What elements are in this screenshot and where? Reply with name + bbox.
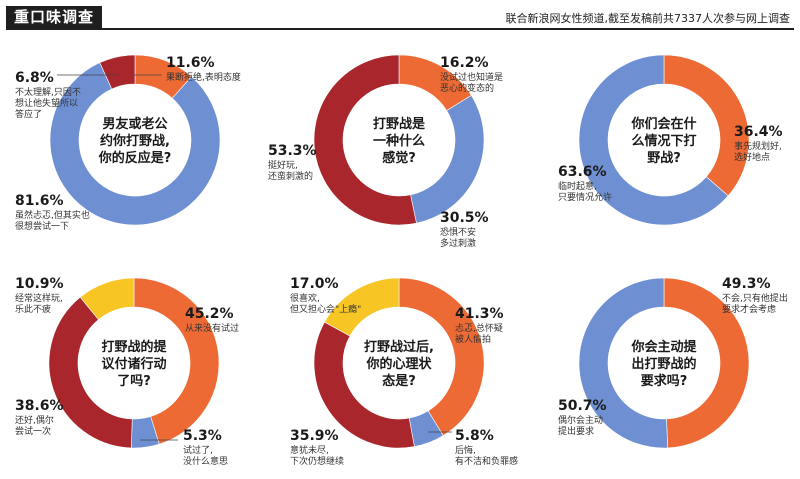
donut-center — [608, 84, 720, 196]
slice-description: 试过了, — [183, 444, 213, 456]
donut-question: 你会主动提 — [630, 339, 697, 355]
slice-description: 恐惧不安 — [440, 226, 476, 238]
data-label: 30.5% — [440, 210, 489, 226]
slice-description: 但又担心会"上瘾" — [290, 303, 361, 315]
slice-description: 只要情况允许 — [558, 191, 612, 203]
slice-description: 忐忑,总怀疑 — [455, 322, 503, 334]
donut-question: 你的心理状 — [365, 356, 432, 372]
donut-question: 男友或老公 — [102, 116, 167, 132]
data-label: 50.7% — [558, 398, 607, 414]
slice-description: 不太理解,只因不 — [15, 86, 81, 98]
data-label: 36.4% — [734, 124, 783, 140]
slice-description: 还好,偶尔 — [15, 414, 54, 426]
slice-description: 临时起意, — [558, 180, 597, 192]
slice-description: 恶心的变态的 — [440, 82, 494, 94]
donut-center — [608, 307, 720, 419]
donut-question: 打野战是 — [373, 116, 426, 132]
donut-question: 打野战过后, — [364, 339, 434, 355]
data-label: 53.3% — [268, 143, 317, 159]
data-label: 5.8% — [455, 428, 494, 444]
slice-description: 很喜欢, — [290, 292, 320, 304]
donut-question: 你们会在什 — [630, 116, 696, 132]
slice-description: 后悔, — [455, 444, 476, 456]
slice-description: 没什么意思 — [183, 455, 228, 467]
donut-center — [343, 307, 455, 419]
donut-center — [79, 84, 191, 196]
page-title: 重口味调查 — [6, 6, 103, 28]
donut-center — [343, 84, 455, 196]
header: 重口味调查 联合新浪网女性频道,截至发稿前共7337人次参与网上调查 — [0, 0, 800, 30]
data-label: 49.3% — [722, 276, 771, 292]
data-label: 17.0% — [290, 276, 339, 292]
donut-question: 一种什么 — [373, 133, 425, 149]
slice-description: 要求才会考虑 — [722, 303, 776, 315]
donut-question: 么情况下打 — [631, 133, 696, 149]
donut-center — [78, 307, 190, 419]
slice-description: 还蛮刺激的 — [268, 170, 313, 182]
survey-source-note: 联合新浪网女性频道,截至发稿前共7337人次参与网上调查 — [505, 12, 791, 25]
data-label: 16.2% — [440, 55, 489, 71]
donut-question: 态是? — [382, 373, 416, 389]
donut-question: 出打野战的 — [631, 356, 696, 372]
donut-question: 你的反应是? — [98, 150, 172, 166]
slice-description: 有不洁和负罪感 — [455, 455, 518, 467]
slice-description: 下次仍想继续 — [290, 455, 344, 467]
data-label: 11.6% — [166, 55, 215, 71]
slice-description: 经常这样玩, — [15, 292, 63, 304]
data-label: 45.2% — [185, 306, 234, 322]
slice-description: 提出要求 — [558, 425, 594, 437]
slice-description: 尝试一次 — [15, 425, 51, 437]
donut-question: 约你打野战, — [100, 133, 170, 149]
donut-question: 感觉? — [382, 150, 416, 166]
slice-description: 果断拒绝,表明态度 — [166, 71, 241, 83]
slice-description: 没试过也知道是 — [440, 71, 503, 83]
slice-description: 从来没有试过 — [185, 322, 239, 334]
slice-description: 选好地点 — [734, 151, 770, 163]
donut-question: 野战? — [647, 150, 681, 166]
donut-question: 了吗? — [117, 374, 151, 389]
data-label: 35.9% — [290, 428, 339, 444]
slice-description: 被人偷拍 — [455, 333, 491, 345]
slice-description: 想让他失望所以 — [15, 97, 78, 109]
slice-description: 意犹未尽, — [290, 444, 329, 456]
slice-description: 答应了 — [15, 108, 42, 120]
data-label: 81.6% — [15, 193, 64, 209]
header-rule — [6, 28, 794, 30]
slice-description: 事先规划好, — [734, 140, 782, 152]
slice-description: 偶尔会主动 — [558, 414, 603, 426]
slice-description: 虽然忐忑,但其实也 — [15, 209, 90, 221]
data-label: 6.8% — [15, 70, 54, 86]
donut-question: 要求吗? — [641, 373, 688, 389]
data-label: 41.3% — [455, 306, 504, 322]
data-label: 63.6% — [558, 164, 607, 180]
data-label: 38.6% — [15, 398, 64, 414]
slice-description: 多过刺激 — [440, 237, 476, 249]
data-label: 5.3% — [183, 428, 222, 444]
slice-description: 不会,只有他提出 — [722, 292, 788, 304]
slice-description: 乐此不疲 — [15, 303, 51, 315]
slice-description: 很想尝试一下 — [15, 220, 69, 232]
data-label: 10.9% — [15, 276, 64, 292]
donut-question: 议付诸行动 — [101, 356, 166, 372]
slice-description: 挺好玩, — [268, 159, 298, 171]
donut-question: 打野战的提 — [101, 339, 167, 355]
